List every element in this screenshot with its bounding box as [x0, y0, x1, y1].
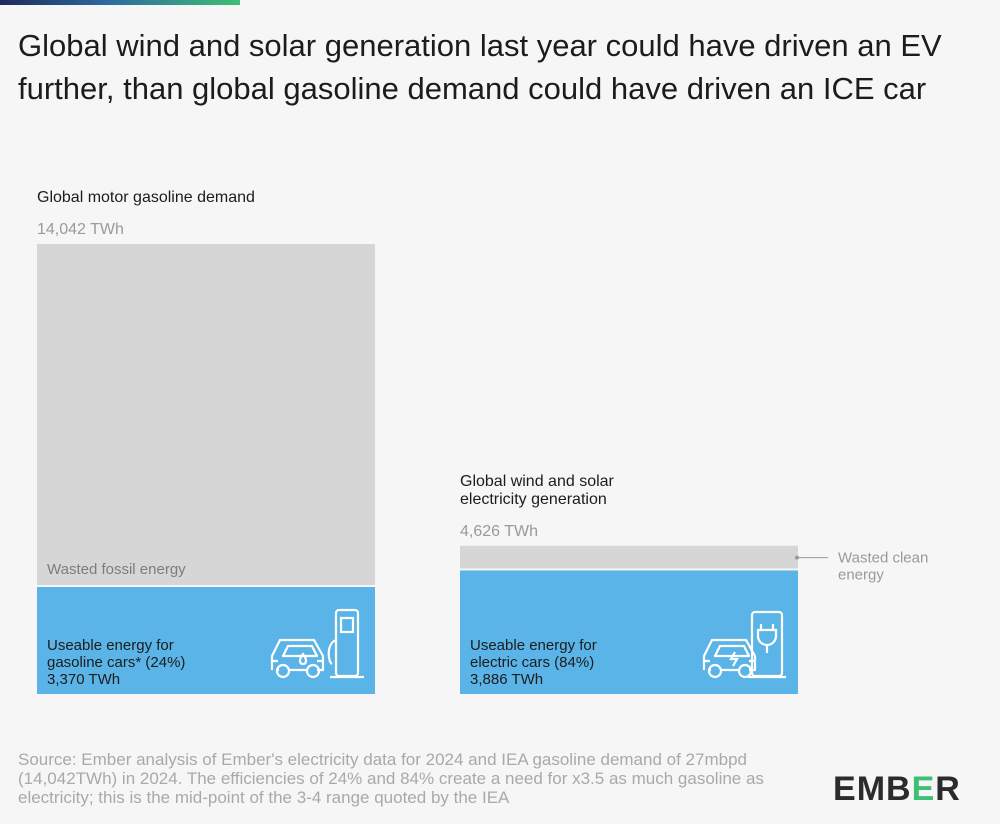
bar-label-1-0: Global wind and solar	[460, 473, 615, 490]
gas-pump-icon	[298, 608, 364, 679]
ember-logo: EMBER	[833, 770, 961, 808]
bar-wasted-0	[37, 244, 375, 586]
useable-value-0: 3,370 TWh	[47, 671, 120, 688]
wasted-leader-dot	[795, 555, 799, 560]
bar-label-1-1: electricity generation	[460, 491, 607, 508]
brand-accent-bar	[0, 0, 240, 5]
logo-letter: M	[857, 770, 886, 808]
bar-total-0: 14,042 TWh	[37, 221, 124, 238]
source-note: Source: Ember analysis of Ember's electr…	[18, 750, 764, 807]
bar-wasted-1	[460, 545, 798, 569]
wasted-label-0: Wasted fossil energy	[47, 561, 186, 578]
bar-useable-1	[460, 570, 798, 694]
bar-label-0-0: Global motor gasoline demand	[37, 189, 255, 206]
chart-title: Global wind and solar generation last ye…	[18, 28, 942, 106]
logo-letter: E	[912, 770, 936, 808]
car-icon-gasoline	[270, 638, 325, 679]
ev-charger-icon	[729, 610, 786, 679]
bar-useable-0	[37, 587, 375, 694]
wasted-label-1-b: energy	[838, 567, 884, 584]
bar-total-1: 4,626 TWh	[460, 523, 538, 540]
useable-label-1-b: electric cars (84%)	[470, 654, 594, 671]
useable-label-0-a: Useable energy for	[47, 637, 174, 654]
useable-label-1-a: Useable energy for	[470, 637, 597, 654]
chart-canvas: Global motor gasoline demand 14,042 TWh Us…	[37, 189, 928, 694]
logo-letter: E	[833, 770, 857, 808]
svg-text:EMBER: EMBER	[833, 770, 961, 808]
logo-letter: B	[886, 770, 912, 808]
useable-label-0-b: gasoline cars* (24%)	[47, 654, 185, 671]
logo-letter: R	[935, 770, 961, 808]
wasted-label-1-a: Wasted clean	[838, 550, 928, 567]
useable-value-1: 3,886 TWh	[470, 671, 543, 688]
